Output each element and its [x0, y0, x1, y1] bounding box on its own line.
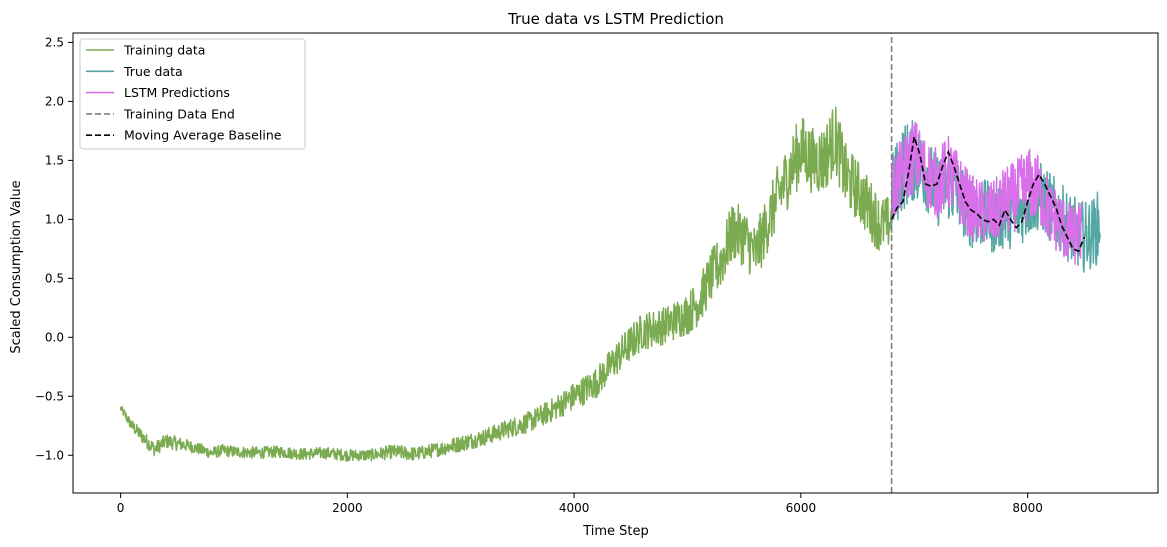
- legend-box: [79, 38, 306, 150]
- y-tick-label: −0.5: [35, 389, 64, 403]
- axes-frame: [72, 32, 1159, 494]
- series-lstm-predictions: [891, 121, 1083, 265]
- legend-label: LSTM Predictions: [124, 85, 230, 100]
- x-tick-label: 4000: [559, 501, 590, 515]
- plot-area: [119, 33, 1101, 493]
- y-tick-label: 0.0: [45, 330, 64, 344]
- legend-label: Training Data End: [123, 106, 235, 121]
- x-axis-label: Time Step: [582, 524, 649, 539]
- x-tick-label: 2000: [332, 501, 363, 515]
- y-tick-label: 0.5: [45, 271, 64, 285]
- y-tick-label: 2.5: [45, 35, 64, 49]
- x-tick-label: 0: [117, 501, 125, 515]
- legend: Training data True data LSTM Predictions Tr…: [79, 38, 306, 150]
- y-axis-label: Scaled Consumption Value: [9, 180, 24, 353]
- series-moving-average-baseline: [890, 136, 1086, 253]
- legend-label: Moving Average Baseline: [124, 128, 282, 143]
- x-tick-label: 6000: [786, 501, 817, 515]
- y-tick-label: 1.5: [45, 153, 64, 167]
- y-tick-label: −1.0: [35, 448, 64, 462]
- axes: 0 2000 4000 6000 8000 −1.0 −0.5 0.0 0.5 1.0 1.5 2.0…: [35, 32, 1159, 515]
- y-tick-label: 1.0: [45, 212, 64, 226]
- chart-title: True data vs LSTM Prediction: [507, 10, 724, 28]
- legend-label: Training data: [123, 43, 205, 58]
- legend-label: True data: [123, 64, 183, 79]
- x-tick-label: 8000: [1012, 501, 1043, 515]
- series-training-data: [119, 106, 893, 462]
- y-tick-label: 2.0: [45, 94, 64, 108]
